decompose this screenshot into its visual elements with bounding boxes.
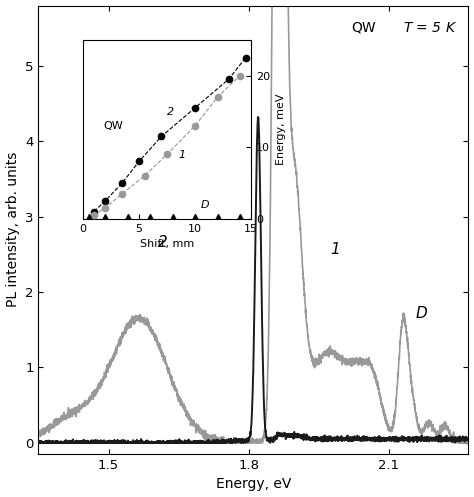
Y-axis label: Energy, meV: Energy, meV xyxy=(276,93,286,165)
Text: 2: 2 xyxy=(157,235,167,250)
Text: 1: 1 xyxy=(330,243,340,257)
Text: D: D xyxy=(201,200,210,210)
X-axis label: Shift, mm: Shift, mm xyxy=(140,239,194,249)
Text: QW: QW xyxy=(103,121,123,131)
X-axis label: Energy, eV: Energy, eV xyxy=(216,478,291,492)
Y-axis label: PL intensity, arb. units: PL intensity, arb. units xyxy=(6,152,19,308)
Text: 2: 2 xyxy=(167,107,174,117)
Text: $T$ = 5 K: $T$ = 5 K xyxy=(402,21,457,35)
Text: D: D xyxy=(416,306,428,322)
Text: QW: QW xyxy=(352,21,376,35)
Text: 1: 1 xyxy=(178,150,185,160)
